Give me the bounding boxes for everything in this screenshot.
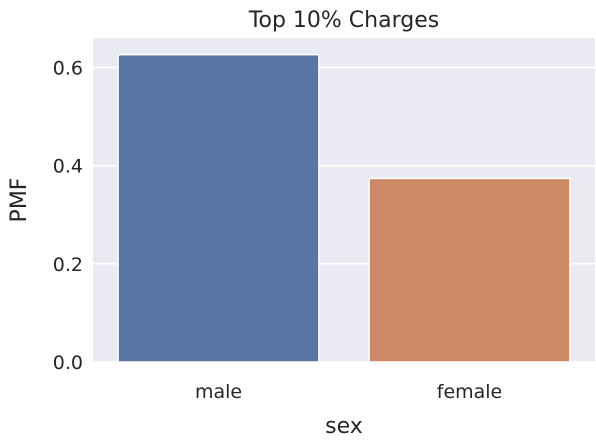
y-tick-label: 0.4 [53, 156, 83, 178]
bar-female [368, 177, 571, 363]
chart-title: Top 10% Charges [248, 8, 439, 33]
x-tick-label: female [437, 381, 503, 403]
y-axis-label: PMF [7, 178, 32, 223]
bars [117, 53, 571, 363]
bar-male [117, 53, 320, 363]
x-tick-label: male [195, 381, 242, 403]
y-tick-labels: 0.0 0.2 0.4 0.6 [53, 57, 83, 374]
y-tick-label: 0.6 [53, 57, 83, 79]
x-tick-labels: male female [195, 381, 502, 403]
y-tick-label: 0.0 [53, 352, 83, 374]
x-axis-label: sex [325, 414, 363, 439]
y-tick-label: 0.2 [53, 254, 83, 276]
